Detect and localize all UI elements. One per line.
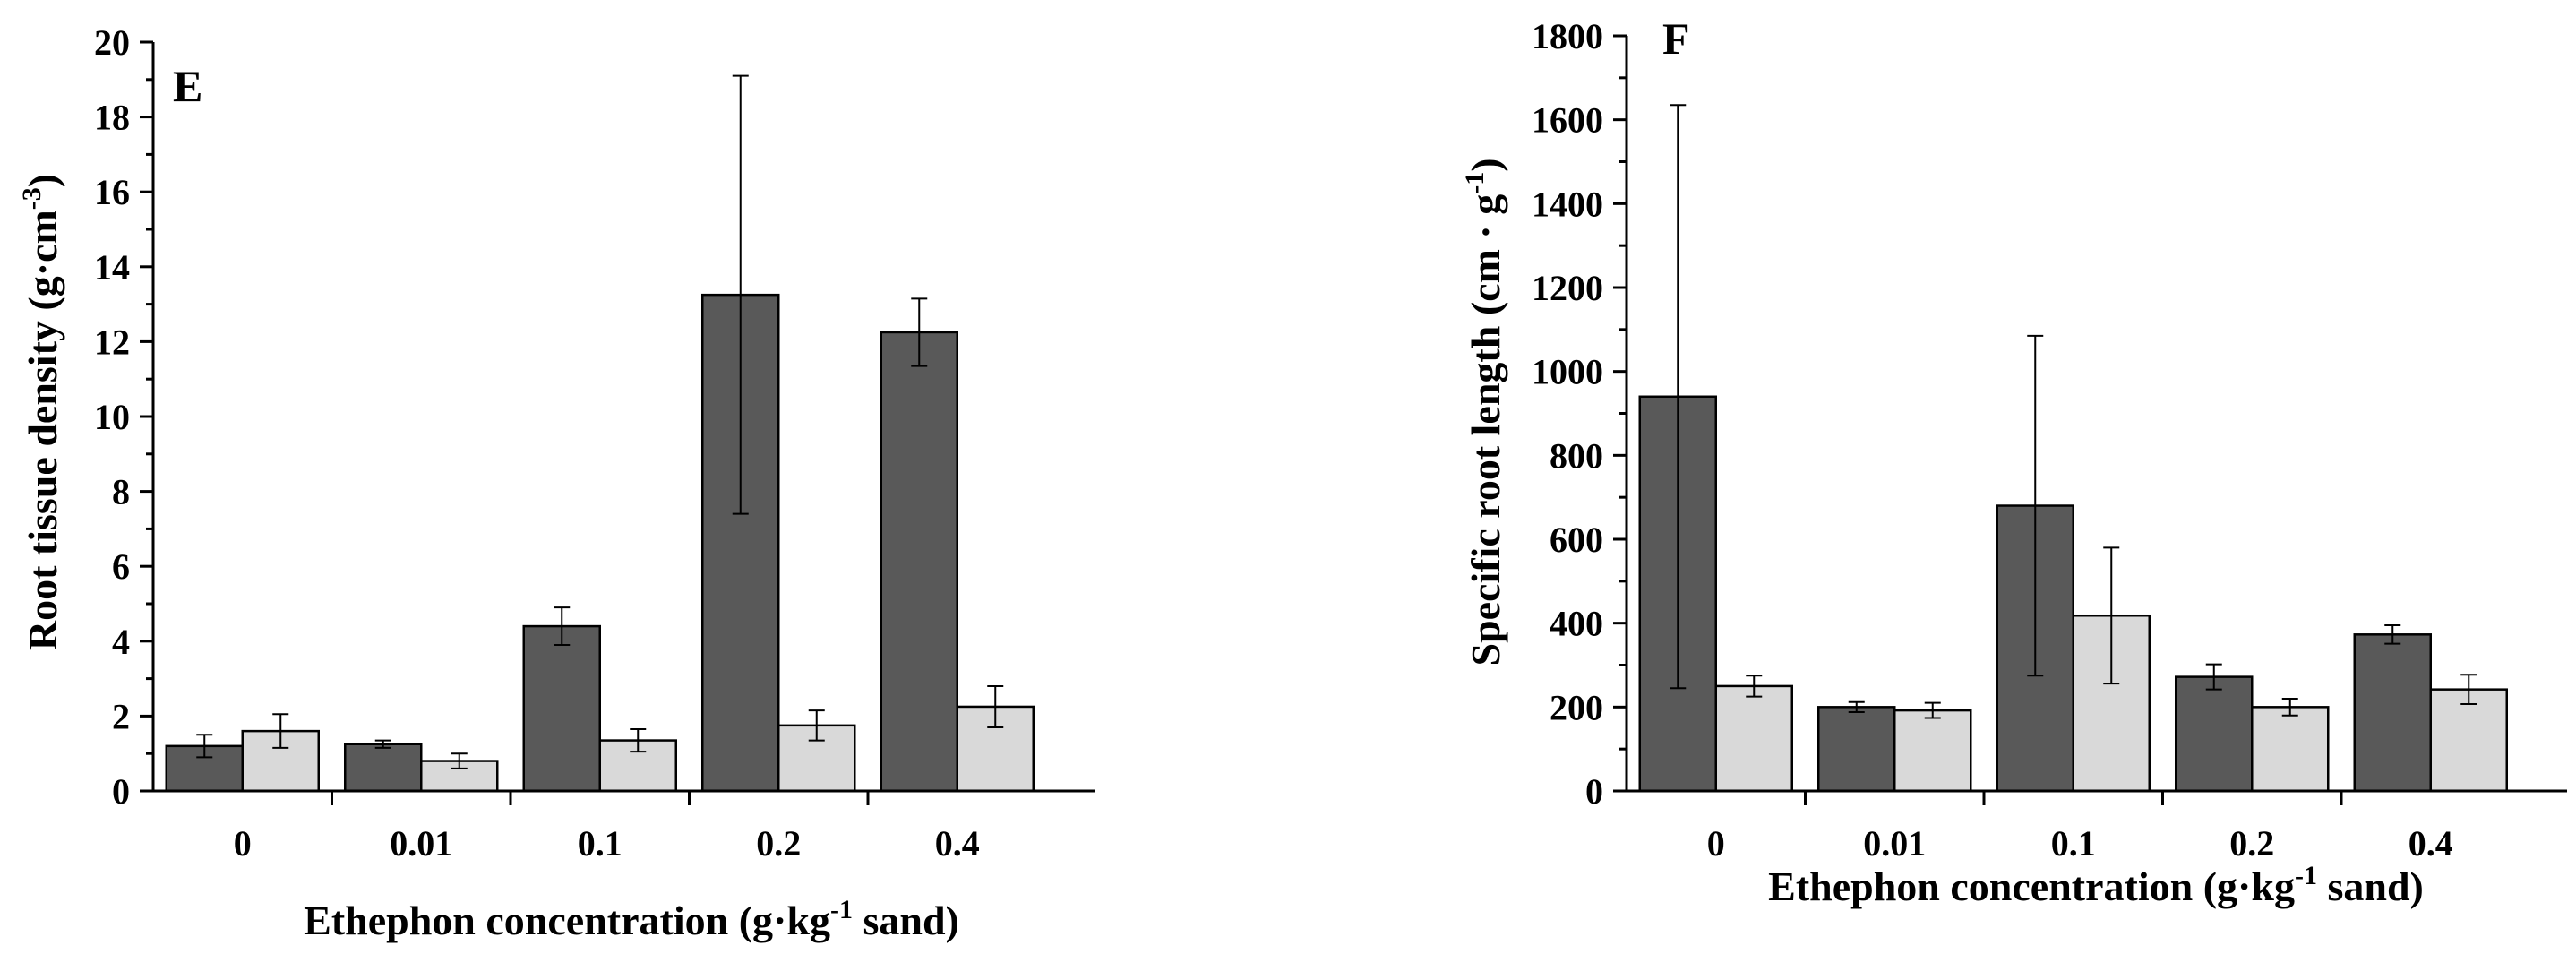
y-tick-label: 0 <box>1585 771 1603 812</box>
panel-e: 0 0.01 0.1 0.2 0.4 0 2 4 6 8 10 12 14 16 18 20 E Root t… <box>17 22 1095 943</box>
y-axis-title-end: ) <box>1463 158 1508 171</box>
y-tick-label: 0 <box>112 771 130 812</box>
bar-light-0 <box>1714 684 1793 793</box>
ticks-group: 0 0.01 0.1 0.2 0.4 0 2 4 6 8 10 12 14 16 18 20 <box>94 22 980 864</box>
x-axis-title-main: Ethephon concentration (g·kg <box>304 898 830 943</box>
x-tick-label: 0.2 <box>2229 823 2274 864</box>
bar-light-0.4 <box>2429 688 2508 793</box>
y-tick-label: 400 <box>1550 604 1603 644</box>
x-axis-title-end: sand) <box>853 898 959 943</box>
x-tick-label: 0.1 <box>2051 823 2096 864</box>
x-axis-title: Ethephon concentration (g·kg-1 sand) <box>1768 861 2424 909</box>
bar-dark-0.4 <box>2353 633 2432 793</box>
y-axis-title-main: Specific root length (cm · g <box>1463 194 1508 666</box>
y-axis-title-main: Root tissue density (g·cm <box>20 210 65 650</box>
panel-label: E <box>173 61 202 111</box>
bar-dark-0.2 <box>2175 675 2254 793</box>
panel-f: 0 0.01 0.1 0.2 0.4 0 200 400 600 800 1000 1200 1400 1… <box>1460 13 2567 909</box>
y-tick-label: 12 <box>94 322 130 362</box>
x-tick-label: 0.4 <box>935 823 980 864</box>
x-tick-label: 0 <box>1707 823 1725 864</box>
x-axis-title-sup: -1 <box>830 895 853 924</box>
x-tick-label: 0.01 <box>390 823 452 864</box>
x-axis-title-main: Ethephon concentration (g·kg <box>1768 864 2295 909</box>
y-tick-label: 20 <box>94 22 130 63</box>
bar-dark-0.4 <box>880 331 958 793</box>
y-tick-label: 6 <box>112 546 130 587</box>
y-tick-label: 4 <box>112 622 130 662</box>
x-axis-title: Ethephon concentration (g·kg-1 sand) <box>304 895 959 943</box>
y-tick-label: 1200 <box>1532 268 1603 308</box>
x-tick-label: 0.1 <box>578 823 623 864</box>
x-tick-label: 0.2 <box>756 823 801 864</box>
bar-light-0.2 <box>2251 706 2330 793</box>
y-axis-title-end: ) <box>20 174 65 187</box>
y-tick-label: 800 <box>1550 435 1603 476</box>
y-tick-label: 200 <box>1550 687 1603 727</box>
y-tick-label: 8 <box>112 472 130 512</box>
y-tick-label: 1000 <box>1532 352 1603 392</box>
bars-group <box>1638 104 2508 793</box>
y-tick-label: 14 <box>94 247 130 288</box>
x-tick-label: 0 <box>234 823 252 864</box>
bar-dark-0.01 <box>1817 706 1896 793</box>
y-axis-title: Specific root length (cm · g-1) <box>1460 158 1508 666</box>
y-tick-label: 16 <box>94 172 130 212</box>
bars-group <box>165 74 1035 793</box>
panel-label: F <box>1662 13 1690 64</box>
x-axis-title-end: sand) <box>2317 864 2424 909</box>
bar-light-0.01 <box>1893 709 1972 793</box>
bar-dark-0.01 <box>344 743 423 793</box>
y-tick-label: 18 <box>94 98 130 138</box>
y-axis-title-sup: -1 <box>1460 172 1490 194</box>
y-axis-title-sup: -3 <box>17 187 47 210</box>
y-tick-label: 1600 <box>1532 100 1603 141</box>
x-tick-label: 0.01 <box>1863 823 1926 864</box>
ticks-group: 0 0.01 0.1 0.2 0.4 0 200 400 600 800 1000 1200 1400 1… <box>1532 16 2453 864</box>
y-axis-title: Root tissue density (g·cm-3) <box>17 174 65 650</box>
x-tick-label: 0.4 <box>2409 823 2453 864</box>
y-tick-label: 1800 <box>1532 16 1603 56</box>
y-tick-label: 600 <box>1550 520 1603 560</box>
y-tick-label: 10 <box>94 397 130 437</box>
y-tick-label: 2 <box>112 696 130 736</box>
y-tick-label: 1400 <box>1532 184 1603 224</box>
bar-dark-0.1 <box>522 624 601 793</box>
x-axis-title-sup: -1 <box>2295 861 2317 890</box>
